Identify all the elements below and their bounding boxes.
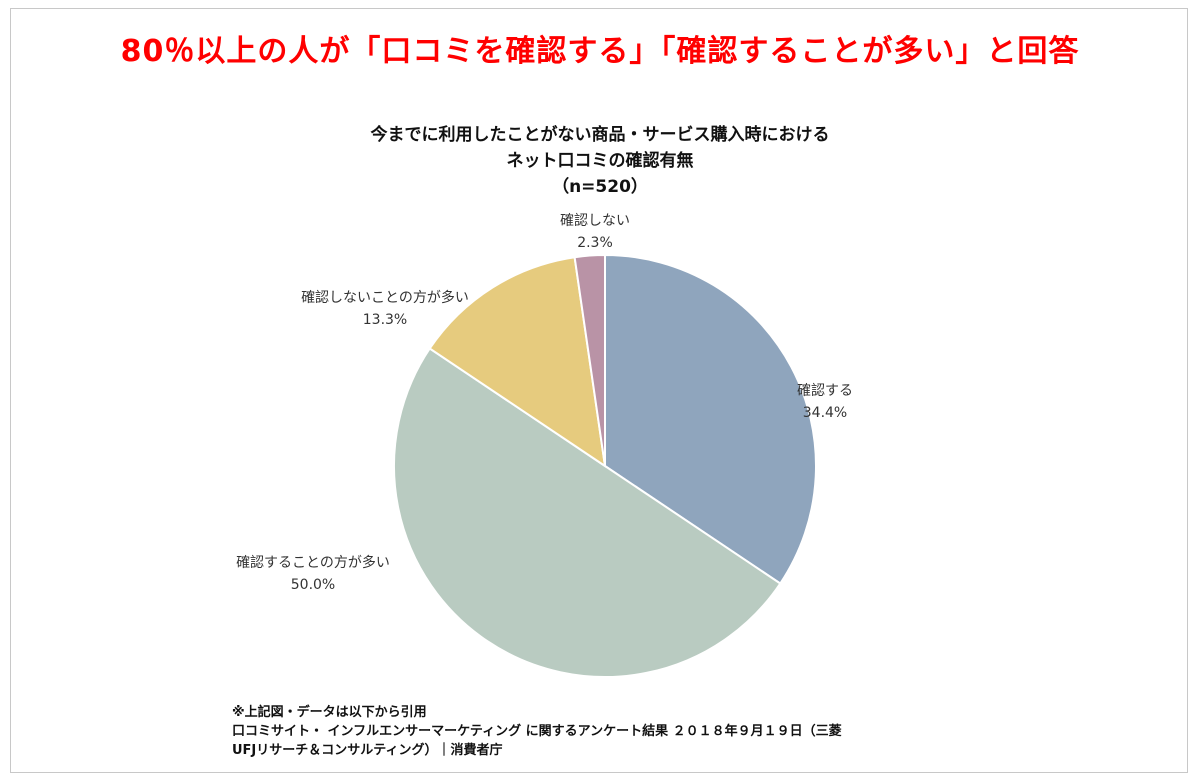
slice-label-confirm-value: 34.4% xyxy=(802,405,848,421)
pie-slice-confirm-often xyxy=(393,347,782,678)
slice-label-confirm-name: 確認する xyxy=(797,383,853,399)
slice-label-not-confirm: 確認しない 2.3% xyxy=(530,210,660,254)
chart-title-line-2: ネット口コミの確認有無 xyxy=(506,151,694,171)
source-citation: ※上記図・データは以下から引用 口コミサイト・ インフルエンサーマーケティング … xyxy=(232,703,842,760)
slice-label-not-confirm-often-name: 確認しないことの方が多い xyxy=(301,290,469,306)
pie-slice-confirm xyxy=(604,253,817,585)
slice-label-confirm: 確認する 34.4% xyxy=(770,380,880,424)
slice-label-not-confirm-often-value: 13.3% xyxy=(362,312,408,328)
chart-title-line-3: （n=520） xyxy=(552,177,648,197)
slice-label-not-confirm-often: 確認しないことの方が多い 13.3% xyxy=(260,287,510,331)
source-line-3: UFJリサーチ＆コンサルティング）｜消費者庁 xyxy=(232,743,503,758)
slice-label-not-confirm-name: 確認しない xyxy=(560,213,630,229)
chart-title-line-1: 今までに利用したことがない商品・サービス購入時における xyxy=(370,125,830,145)
slice-label-not-confirm-value: 2.3% xyxy=(577,235,613,251)
slice-label-confirm-often-value: 50.0% xyxy=(290,577,336,593)
source-line-1: ※上記図・データは以下から引用 xyxy=(232,705,427,720)
pie-slice-not-confirm xyxy=(573,253,606,467)
headline: 80％以上の人が「口コミを確認する」「確認することが多い」と回答 xyxy=(120,34,1080,69)
slice-label-confirm-often-name: 確認することの方が多い xyxy=(236,555,390,571)
pie-slice-not-confirm-often xyxy=(428,256,607,469)
source-line-2: 口コミサイト・ インフルエンサーマーケティング に関するアンケート結果 ２０１８… xyxy=(232,724,842,739)
slice-label-confirm-often: 確認することの方が多い 50.0% xyxy=(198,552,428,596)
